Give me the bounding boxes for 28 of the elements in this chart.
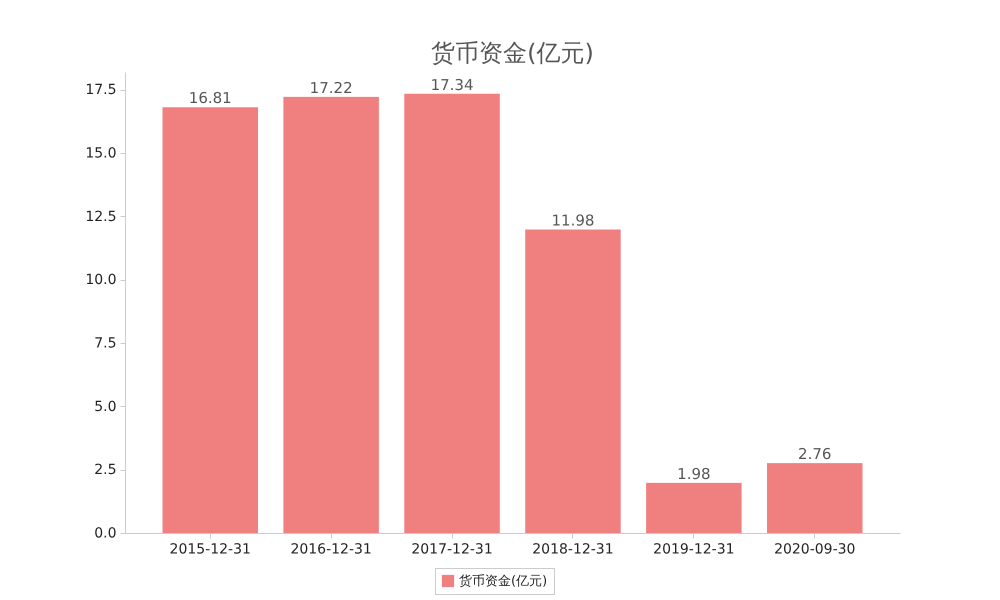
y-tick-label: 5.0 [94, 398, 116, 415]
x-tick-label: 2016-12-31 [290, 542, 372, 558]
data-label: 1.98 [677, 464, 711, 483]
x-tick-label: 2015-12-31 [170, 542, 251, 558]
bar [767, 463, 863, 533]
y-tick-label: 12.5 [85, 208, 116, 225]
bar [404, 94, 500, 533]
chart-title: 货币资金(亿元) [431, 39, 594, 67]
y-tick-label: 17.5 [85, 82, 116, 98]
bar [283, 96, 379, 533]
y-tick-label: 15.0 [85, 146, 116, 162]
data-label: 17.22 [310, 78, 353, 97]
y-tick-label: 0.0 [94, 526, 116, 542]
x-tick-label: 2017-12-31 [411, 542, 493, 558]
bar [646, 482, 742, 533]
data-label: 11.98 [551, 212, 594, 230]
x-tick-label: 2019-12-31 [653, 542, 735, 558]
data-label: 16.81 [188, 89, 232, 108]
y-tick-label: 2.5 [94, 462, 116, 478]
y-tick-label: 10.0 [85, 272, 116, 288]
bar [162, 107, 258, 533]
data-label: 17.34 [430, 76, 474, 94]
bar [525, 230, 621, 533]
y-tick-label: 7.5 [94, 336, 116, 352]
x-tick-label: 2020-09-30 [774, 542, 856, 558]
x-tick-label: 2018-12-31 [532, 542, 614, 558]
legend-label: 货币资金(亿元) [459, 574, 548, 589]
data-label: 2.76 [798, 445, 832, 464]
